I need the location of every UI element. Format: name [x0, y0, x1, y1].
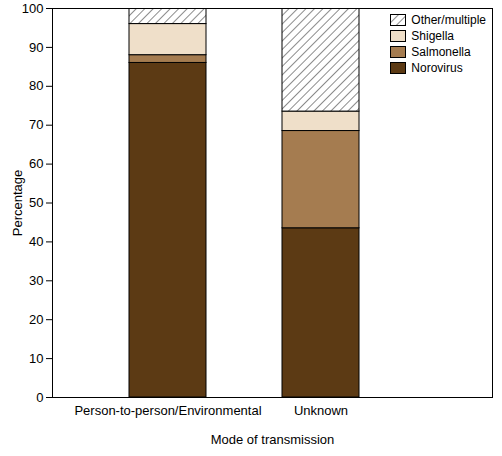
html-text:Shigella: Shigella [411, 29, 454, 43]
svg-text:10: 10 [29, 351, 43, 366]
svg-text:0: 0 [36, 390, 43, 405]
svg-text:50: 50 [29, 195, 43, 210]
svg-text:60: 60 [29, 156, 43, 171]
svg-text:Percentage: Percentage [10, 170, 25, 237]
svg-text:Person-to-person/Environmental: Person-to-person/Environmental [74, 403, 261, 418]
svg-text:20: 20 [29, 312, 43, 327]
svg-text:30: 30 [29, 273, 43, 288]
svg-text:80: 80 [29, 78, 43, 93]
html-text:Salmonella: Salmonella [411, 45, 471, 59]
html-text:Other/multiple: Other/multiple [411, 13, 486, 27]
svg-text:90: 90 [29, 40, 43, 55]
svg-text:40: 40 [29, 234, 43, 249]
svg-text:Mode of transmission: Mode of transmission [211, 432, 335, 447]
svg-text:Unknown: Unknown [294, 403, 348, 418]
svg-text:70: 70 [29, 117, 43, 132]
html-text:Norovirus: Norovirus [411, 61, 463, 75]
svg-text:100: 100 [22, 1, 44, 16]
